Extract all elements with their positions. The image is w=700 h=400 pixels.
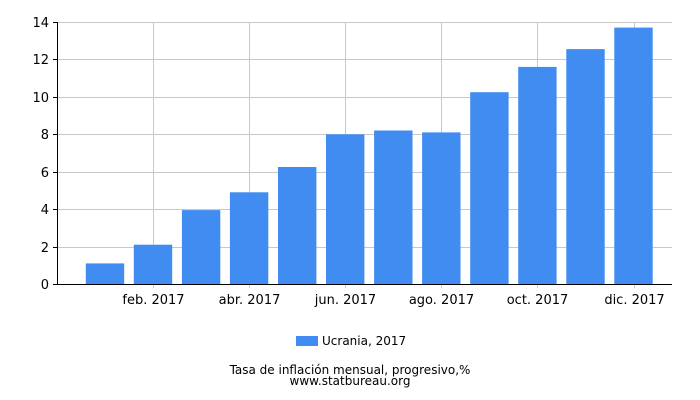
bar	[566, 49, 605, 284]
y-tick-label: 0	[41, 278, 49, 293]
legend-label: Ucrania, 2017	[322, 334, 407, 348]
y-tick-label: 12	[32, 53, 49, 68]
x-tick-label: dic. 2017	[604, 293, 664, 308]
x-tick-label: jun. 2017	[314, 293, 376, 308]
bar	[133, 244, 173, 284]
x-axis-ticks: feb. 2017 abr. 2017 jun. 2017 ago. 2017 oct.…	[122, 293, 664, 308]
bar	[614, 27, 653, 284]
x-tick-label: feb. 2017	[122, 293, 184, 308]
bar	[229, 192, 269, 284]
legend-swatch	[296, 336, 318, 346]
chart-title: Tasa de inflación mensual, progresivo,%	[229, 363, 471, 377]
y-tick-label: 8	[41, 128, 49, 143]
y-tick-label: 2	[41, 241, 49, 256]
legend: Ucrania, 2017	[296, 332, 406, 350]
axes	[57, 22, 672, 285]
y-tick-label: 10	[32, 91, 49, 106]
bars	[85, 27, 653, 285]
bar	[326, 134, 365, 284]
bar	[374, 130, 413, 284]
x-tick-label: ago. 2017	[409, 293, 474, 308]
bar	[85, 263, 125, 284]
y-tick-label: 14	[32, 16, 49, 31]
y-tick-label: 4	[41, 203, 49, 218]
x-tick-label: oct. 2017	[507, 293, 569, 308]
bar	[470, 92, 509, 284]
bar	[422, 132, 461, 284]
x-tick-label: abr. 2017	[219, 293, 281, 308]
y-axis-ticks: 0 2 4 6 8 10 12 14	[32, 16, 57, 293]
source-url: www.statbureau.org	[289, 374, 411, 388]
bar	[278, 167, 317, 284]
y-tick-label: 6	[41, 166, 49, 181]
bar	[181, 210, 221, 284]
bar	[518, 66, 557, 285]
